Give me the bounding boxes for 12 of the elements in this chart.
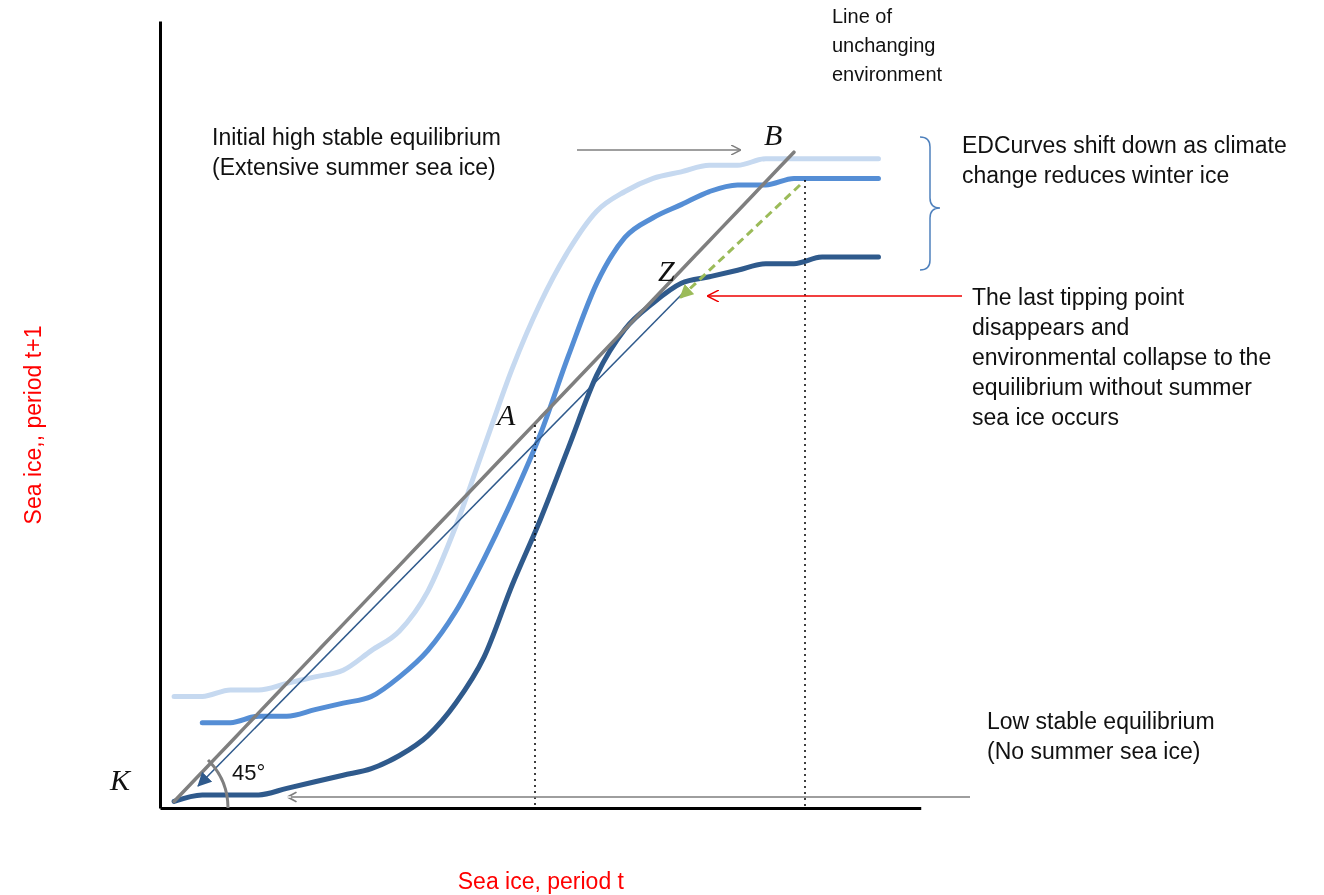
annotation: Z: [658, 254, 676, 287]
annotation: A: [497, 398, 517, 431]
text: K: [110, 763, 133, 796]
text: Line of unchanging environment: [832, 4, 944, 87]
annotation: Initial high stable equilibrium (Extensive summer sea ice): [212, 123, 502, 182]
annotation: 45°: [232, 759, 267, 787]
text: Low stable equilibrium (No summer sea ice): [987, 707, 1216, 766]
text: EDCurves shift down as climate change reduces winter ice: [962, 131, 1288, 190]
y-axis-title: Sea ice,, period t+1: [19, 325, 46, 525]
x-axis-title: Sea ice, period t: [457, 867, 625, 894]
text: B: [764, 118, 784, 151]
text: The last tipping point disappears and environmental collapse to the equilibrium without summer sea ice occurs: [972, 283, 1272, 432]
